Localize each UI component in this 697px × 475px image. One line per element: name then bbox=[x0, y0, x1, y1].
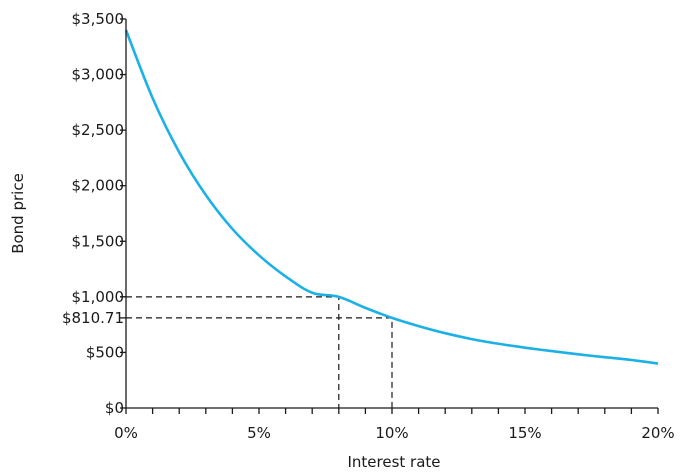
x-axis-ticks: 0% 5% 10% 15% 20% bbox=[114, 408, 675, 442]
x-tick-label: 15% bbox=[508, 424, 541, 442]
x-axis-title: Interest rate bbox=[347, 453, 440, 471]
y-axis-title: Bond price bbox=[9, 173, 27, 254]
y-tick-label: $500 bbox=[86, 343, 124, 361]
y-tick-label: $2,000 bbox=[72, 177, 125, 195]
axes bbox=[125, 19, 658, 409]
y-tick-label: $1,000 bbox=[72, 288, 125, 306]
x-tick-label: 0% bbox=[114, 424, 138, 442]
y-axis-ticks: $0 $500 $1,000 $1,500 $2,000 $2,500 $3,000 $3,5… bbox=[72, 10, 126, 417]
bond-price-curve bbox=[124, 29, 659, 365]
y-tick-label: $3,000 bbox=[72, 66, 125, 84]
x-tick-label: 10% bbox=[375, 424, 408, 442]
reference-labels: $810.71 bbox=[62, 309, 124, 327]
y-tick-label: $2,500 bbox=[72, 121, 125, 139]
reference-guide-line bbox=[126, 296, 340, 408]
x-tick-label: 5% bbox=[247, 424, 271, 442]
reference-guides bbox=[120, 296, 393, 408]
y-tick-label: $0 bbox=[105, 399, 124, 417]
reference-guide-line bbox=[126, 317, 393, 408]
x-tick-label: 20% bbox=[641, 424, 674, 442]
reference-value-label: $810.71 bbox=[62, 309, 124, 327]
y-tick-label: $3,500 bbox=[72, 10, 125, 28]
y-tick-label: $1,500 bbox=[72, 232, 125, 250]
